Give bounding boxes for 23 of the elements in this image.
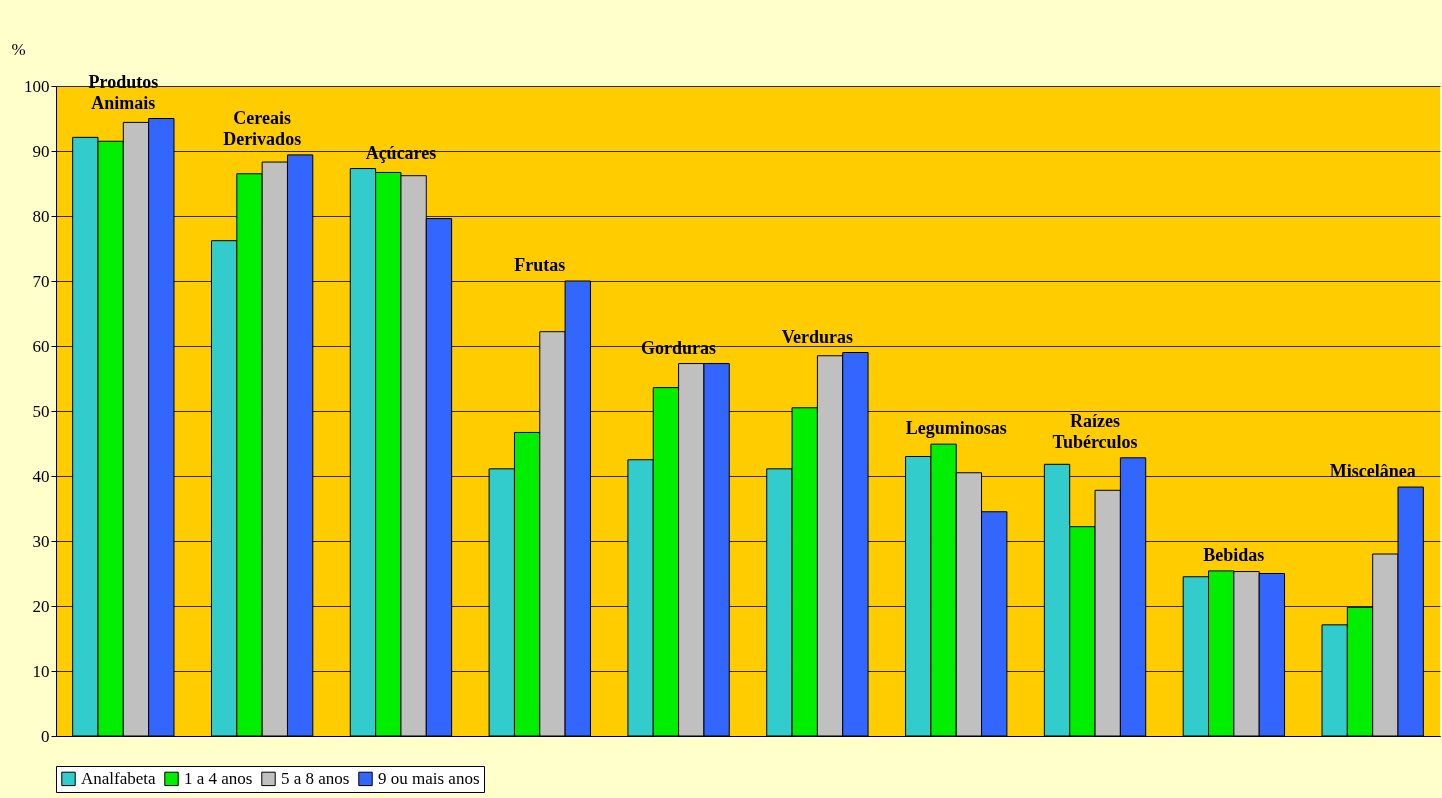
y-axis-title: % [11, 39, 26, 59]
y-tick-label: 60 [32, 336, 50, 356]
category-label: Cereais Derivados [223, 107, 302, 149]
x-tick-label: Frutas [514, 255, 566, 275]
x-tick-label: Leguminosas [905, 418, 1007, 439]
y-tick-label: 30 [32, 531, 50, 551]
x-tick-label: Miscelânea [1329, 461, 1416, 482]
x-tick-label: Bebidas [1203, 544, 1265, 565]
y-tick-label: 50 [32, 401, 50, 421]
y-tick-label: 10 [32, 661, 50, 681]
legend-label: Analfabeta [81, 768, 157, 788]
y-tick-label: 20 [32, 596, 50, 616]
y-tick-label: 40 [32, 466, 50, 486]
category-label: Raízes Tubérculos [1052, 410, 1138, 452]
legend-label: 9 ou mais anos [378, 768, 480, 788]
y-tick-label: 100 [24, 76, 50, 96]
y-tick-label: 90 [32, 141, 50, 161]
y-tick-label: 80 [32, 206, 50, 226]
y-tick-label: 0 [41, 726, 50, 746]
legend-label: 5 a 8 anos [281, 768, 350, 788]
y-tick-label: 70 [32, 271, 50, 291]
legend-label: 1 a 4 anos [184, 768, 253, 788]
x-tick-label: Verduras [781, 326, 854, 347]
